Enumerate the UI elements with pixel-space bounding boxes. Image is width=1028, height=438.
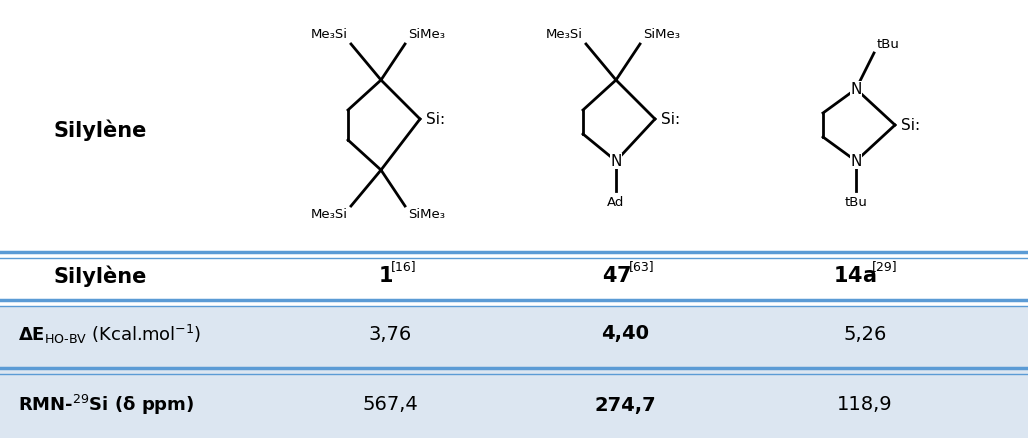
Text: Ad: Ad <box>608 197 625 209</box>
Text: tBu: tBu <box>877 38 900 50</box>
Text: Silylène: Silylène <box>53 119 147 141</box>
Text: Me₃Si: Me₃Si <box>311 208 348 222</box>
Text: 5,26: 5,26 <box>843 325 887 343</box>
Text: SiMe₃: SiMe₃ <box>408 28 445 42</box>
Text: $\mathbf{14a}$: $\mathbf{14a}$ <box>834 266 877 286</box>
Text: Silylène: Silylène <box>53 265 147 287</box>
Text: $\mathbf{47}$: $\mathbf{47}$ <box>602 266 631 286</box>
Text: Si:: Si: <box>661 112 681 127</box>
Text: $\mathbf{1}$: $\mathbf{1}$ <box>377 266 393 286</box>
Text: $\mathbf{\Delta E_{\mathrm{HO\text{-}BV}}}$ (Kcal.mol$^{-1}$): $\mathbf{\Delta E_{\mathrm{HO\text{-}BV}… <box>19 322 201 346</box>
Text: 274,7: 274,7 <box>594 396 656 414</box>
Text: SiMe₃: SiMe₃ <box>408 208 445 222</box>
Text: RMN-$^{29}$Si (δ ppm): RMN-$^{29}$Si (δ ppm) <box>19 393 194 417</box>
Text: N: N <box>850 153 861 169</box>
Text: tBu: tBu <box>845 197 868 209</box>
Text: [16]: [16] <box>391 261 416 273</box>
Text: [63]: [63] <box>628 261 654 273</box>
Text: SiMe₃: SiMe₃ <box>642 28 680 42</box>
Text: 118,9: 118,9 <box>837 396 892 414</box>
Text: 3,76: 3,76 <box>368 325 411 343</box>
Text: N: N <box>850 81 861 96</box>
Bar <box>0 306 1028 374</box>
Text: Me₃Si: Me₃Si <box>546 28 583 42</box>
Text: 567,4: 567,4 <box>362 396 417 414</box>
Text: Si:: Si: <box>426 112 445 127</box>
Text: Me₃Si: Me₃Si <box>311 28 348 42</box>
Bar <box>0 374 1028 438</box>
Text: Si:: Si: <box>901 117 920 133</box>
Text: [29]: [29] <box>872 261 897 273</box>
Text: N: N <box>611 153 622 169</box>
Text: 4,40: 4,40 <box>601 325 649 343</box>
